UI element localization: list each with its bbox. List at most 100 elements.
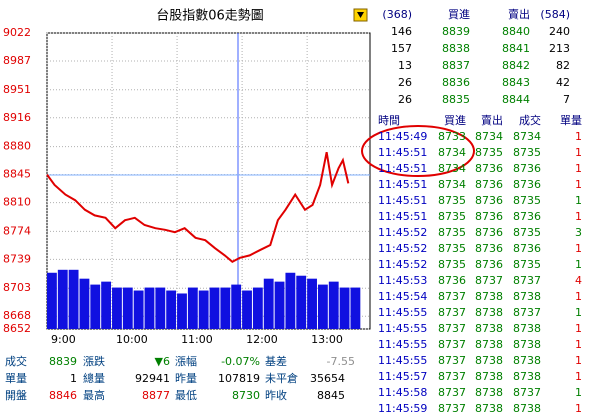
trade-cell: 1 — [575, 194, 582, 207]
quote-value: -0.07% — [221, 355, 260, 368]
volume-bar — [101, 281, 112, 329]
volume-bar — [187, 287, 198, 329]
book-cell: 213 — [549, 42, 570, 55]
trade-cell: 11:45:54 — [378, 290, 427, 303]
trade-cell: 8738 — [513, 370, 541, 383]
y-tick-label: 8774 — [3, 224, 31, 237]
trade-cell: 11:45:55 — [378, 322, 427, 335]
trade-cell: 8737 — [513, 386, 541, 399]
y-tick-label: 8703 — [3, 281, 31, 294]
trade-cell: 8736 — [438, 274, 466, 287]
trade-cell: 11:45:51 — [378, 178, 427, 191]
volume-bar — [122, 287, 133, 329]
trade-cell: 3 — [575, 226, 582, 239]
volume-bar — [79, 278, 90, 329]
trade-cell: 8738 — [475, 338, 503, 351]
book-cell: 240 — [549, 25, 570, 38]
x-tick-label: 10:00 — [116, 333, 148, 346]
volume-bar — [328, 281, 339, 329]
book-cell: 8844 — [502, 93, 530, 106]
trade-cell: 1 — [575, 162, 582, 175]
book-cell: 157 — [391, 42, 412, 55]
trade-cell: 8738 — [475, 322, 503, 335]
book-header: 賣出 — [508, 7, 530, 21]
volume-bar — [317, 284, 328, 329]
trade-cell: 8737 — [438, 402, 466, 415]
book-cell: 8839 — [442, 25, 470, 38]
trade-cell: 8734 — [438, 146, 466, 159]
volume-bar — [350, 287, 361, 329]
trade-cell: 11:45:51 — [378, 210, 427, 223]
volume-bar — [274, 281, 285, 329]
trade-cell: 8737 — [438, 370, 466, 383]
trade-cell: 8734 — [438, 162, 466, 175]
chart-title: 台股指數06走勢圖 — [156, 9, 264, 24]
trade-cell: 8736 — [513, 242, 541, 255]
volume-bar — [47, 272, 57, 329]
trade-cell: 11:45:58 — [378, 386, 427, 399]
trade-cell: 8738 — [513, 402, 541, 415]
trade-cell: 8736 — [513, 162, 541, 175]
trade-cell: 8738 — [475, 354, 503, 367]
trade-cell: 8735 — [438, 210, 466, 223]
trade-header: 單量 — [560, 114, 582, 127]
book-header: 買進 — [448, 8, 470, 21]
trade-cell: 8736 — [513, 178, 541, 191]
quote-label: 單量 — [5, 372, 27, 385]
trade-cell: 1 — [575, 178, 582, 191]
trade-cell: 8734 — [438, 178, 466, 191]
quote-label: 總量 — [83, 371, 105, 385]
volume-bar — [209, 287, 220, 329]
trade-cell: 11:45:52 — [378, 242, 427, 255]
book-cell: 26 — [398, 76, 412, 89]
trade-cell: 8737 — [438, 338, 466, 351]
book-header: (368) — [382, 8, 412, 21]
volume-bar — [198, 290, 209, 329]
quote-label: 最低 — [175, 389, 197, 402]
trade-cell: 8737 — [438, 290, 466, 303]
trade-cell: 11:45:55 — [378, 354, 427, 367]
trade-cell: 11:45:51 — [378, 146, 427, 159]
book-cell: 8838 — [442, 42, 470, 55]
quote-label: 漲跌 — [83, 354, 105, 368]
y-tick-label: 8987 — [3, 54, 31, 67]
trade-cell: 8737 — [513, 306, 541, 319]
highlight-ellipse — [361, 125, 475, 177]
quote-value: 1 — [70, 372, 77, 385]
trade-cell: 1 — [575, 338, 582, 351]
trade-cell: 4 — [575, 274, 582, 287]
trade-cell: 8735 — [475, 146, 503, 159]
trade-cell: 1 — [575, 306, 582, 319]
quote-value: 8846 — [49, 389, 77, 402]
y-tick-label: 8652 — [3, 322, 31, 335]
quote-value: 8845 — [317, 389, 345, 402]
volume-bar — [144, 287, 155, 329]
volume-bar — [68, 269, 79, 329]
volume-bar — [307, 278, 317, 329]
trade-cell: 11:45:52 — [378, 258, 427, 271]
volume-bar — [133, 290, 144, 329]
volume-bar — [231, 284, 242, 329]
trade-cell: 11:45:57 — [378, 370, 427, 383]
volume-bar — [252, 287, 263, 329]
trade-cell: 11:45:51 — [378, 194, 427, 207]
trade-cell: 1 — [575, 210, 582, 223]
y-tick-label: 8739 — [3, 252, 31, 265]
book-cell: 8841 — [502, 42, 530, 55]
volume-bar — [263, 278, 274, 329]
trade-cell: 11:45:52 — [378, 226, 427, 239]
book-cell: 8842 — [502, 59, 530, 72]
book-cell: 82 — [556, 59, 570, 72]
volume-bar — [166, 290, 177, 329]
trade-cell: 8737 — [438, 306, 466, 319]
book-cell: 146 — [391, 25, 412, 38]
price-line — [46, 152, 350, 263]
trade-header: 買進 — [444, 114, 466, 127]
trade-cell: 1 — [575, 130, 582, 143]
quote-label: 最高 — [83, 388, 105, 402]
trade-cell: 8733 — [438, 130, 466, 143]
volume-bar — [339, 287, 350, 329]
quote-value: 8877 — [142, 389, 170, 402]
trade-header: 賣出 — [481, 113, 503, 127]
book-cell: 8843 — [502, 76, 530, 89]
